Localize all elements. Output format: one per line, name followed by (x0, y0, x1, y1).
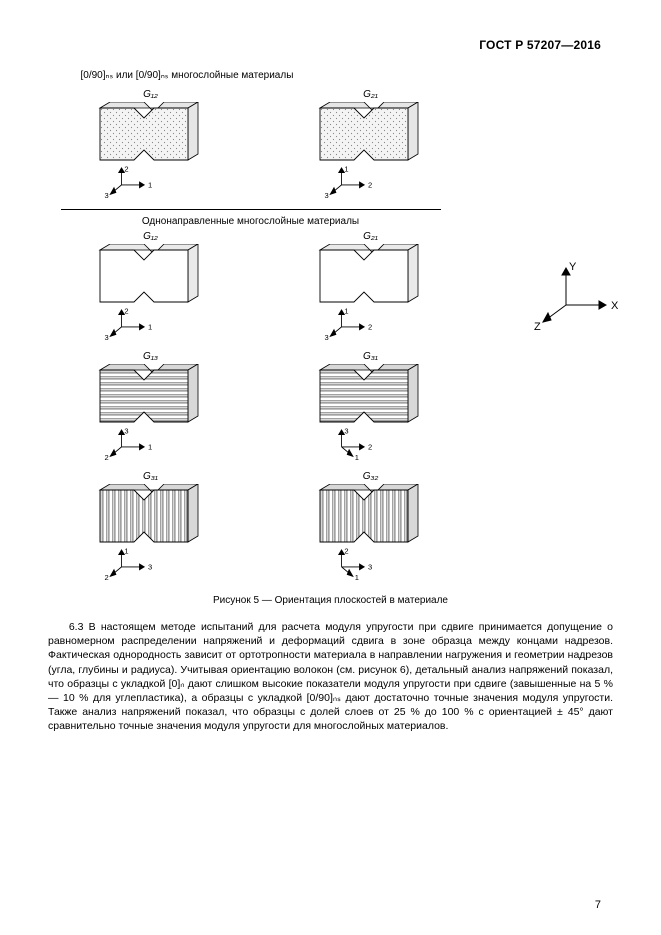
axis-mini: 2 3 1 (321, 428, 381, 462)
svg-text:3: 3 (344, 428, 348, 436)
specimen-diagram (316, 364, 426, 426)
g-label: G₃₂ (291, 471, 451, 482)
para-number: 6.3 (69, 621, 84, 633)
svg-text:2: 2 (344, 548, 348, 556)
specimen-diagram (316, 102, 426, 164)
section-divider (61, 209, 441, 210)
svg-text:2: 2 (368, 181, 372, 190)
section-header-2: Однонаправленные многослойные материалы (61, 216, 441, 227)
svg-text:X: X (611, 300, 619, 312)
svg-text:2: 2 (368, 443, 372, 452)
svg-text:3: 3 (124, 428, 128, 436)
svg-text:3: 3 (324, 191, 328, 200)
specimen-diagram (316, 244, 426, 306)
figure-caption: Рисунок 5 — Ориентация плоскостей в мате… (51, 595, 611, 606)
svg-text:3: 3 (104, 333, 108, 342)
axis-mini: 3 2 1 (321, 548, 381, 582)
svg-text:2: 2 (104, 573, 108, 582)
svg-text:3: 3 (104, 191, 108, 200)
g-label: G₂₁ (291, 89, 451, 100)
svg-text:1: 1 (354, 573, 358, 582)
g-label: G₁₂ (71, 89, 231, 100)
g-label: G₁₂ (71, 231, 231, 242)
g-label: G₁₃ (71, 351, 231, 362)
section-header-1: [0/90]ₙₛ или [0/90]ₙₛ многослойные матер… (81, 70, 611, 81)
svg-text:2: 2 (124, 166, 128, 174)
svg-text:1: 1 (344, 308, 348, 316)
specimen-cell: G₁₂ 1 (71, 231, 231, 345)
axis-mini: 2 1 3 (321, 308, 381, 342)
svg-text:Z: Z (534, 321, 541, 333)
reference-axis: X Y Z (531, 260, 621, 340)
specimen-diagram (96, 364, 206, 426)
figure-row: G₁₂ 1 (71, 231, 611, 345)
svg-text:3: 3 (324, 333, 328, 342)
specimen-cell: G₂₁ 2 (291, 89, 451, 203)
page-number: 7 (595, 899, 601, 911)
g-label: G₃₁ (291, 351, 451, 362)
axis-mini: 3 1 2 (101, 548, 161, 582)
svg-text:1: 1 (124, 548, 128, 556)
svg-text:1: 1 (148, 181, 152, 190)
para-text: В настоящем методе испытаний для расчета… (48, 621, 613, 732)
svg-text:2: 2 (368, 323, 372, 332)
figure-row: G₃₁ 3 (71, 471, 611, 585)
specimen-cell: G₃₁ 2 (291, 351, 451, 465)
figure-area: [0/90]ₙₛ или [0/90]ₙₛ многослойные матер… (51, 70, 611, 606)
g-label: G₂₁ (291, 231, 451, 242)
svg-text:1: 1 (344, 166, 348, 174)
axis-mini: 1 2 3 (101, 308, 161, 342)
axis-mini: 1 2 3 (101, 166, 161, 200)
g-label: G₃₁ (71, 471, 231, 482)
svg-text:1: 1 (148, 323, 152, 332)
page: ГОСТ Р 57207—2016 [0/90]ₙₛ или [0/90]ₙₛ … (0, 0, 661, 935)
svg-text:2: 2 (104, 453, 108, 462)
specimen-cell: G₃₂ 3 (291, 471, 451, 585)
paragraph: 6.3 В настоящем методе испытаний для рас… (48, 620, 613, 733)
svg-text:3: 3 (368, 563, 372, 572)
specimen-cell: G₁₂ (71, 89, 231, 203)
svg-text:2: 2 (124, 308, 128, 316)
specimen-diagram (316, 484, 426, 546)
specimen-cell: G₁₃ 1 (71, 351, 231, 465)
svg-text:1: 1 (354, 453, 358, 462)
svg-text:1: 1 (148, 443, 152, 452)
figure-row: G₁₃ 1 (71, 351, 611, 465)
svg-text:3: 3 (148, 563, 152, 572)
specimen-cell: G₂₁ 2 (291, 231, 451, 345)
document-id: ГОСТ Р 57207—2016 (479, 38, 601, 52)
svg-text:Y: Y (569, 261, 577, 273)
specimen-diagram (96, 484, 206, 546)
specimen-cell: G₃₁ 3 (71, 471, 231, 585)
figure-row: G₁₂ (71, 89, 611, 203)
axis-mini: 2 1 3 (321, 166, 381, 200)
axis-mini: 1 3 2 (101, 428, 161, 462)
specimen-diagram (96, 244, 206, 306)
specimen-diagram (96, 102, 206, 164)
